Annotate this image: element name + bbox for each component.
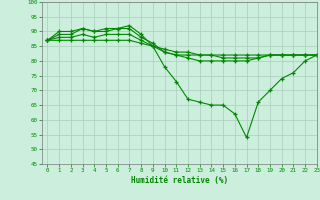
X-axis label: Humidité relative (%): Humidité relative (%) [131,176,228,185]
